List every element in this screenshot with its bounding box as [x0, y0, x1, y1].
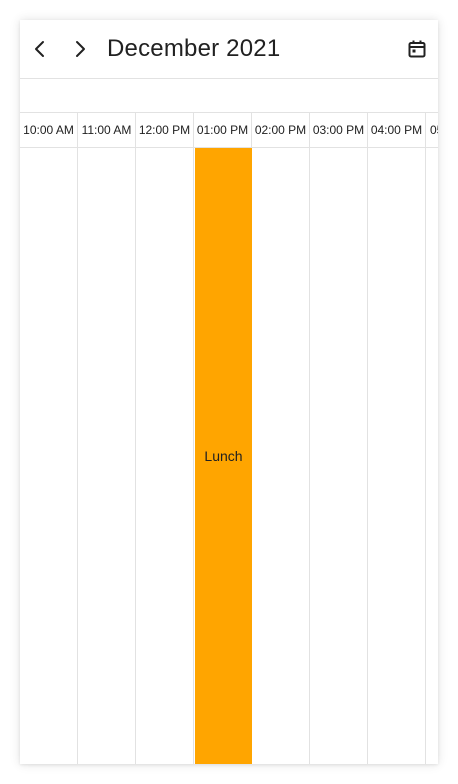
- time-slot-cell[interactable]: [310, 148, 368, 764]
- all-day-row[interactable]: [20, 79, 438, 113]
- time-slot-cell[interactable]: [20, 148, 78, 764]
- header-title[interactable]: December 2021: [107, 35, 281, 62]
- next-button[interactable]: [64, 33, 96, 65]
- calendar-card: December 2021 10:00 AM 11:00 AM 12:00 PM…: [20, 20, 438, 764]
- time-slot-label: 04:00 PM: [368, 113, 426, 147]
- time-slots-header: 10:00 AM 11:00 AM 12:00 PM 01:00 PM 02:0…: [20, 113, 438, 148]
- time-slot-cell[interactable]: [426, 148, 438, 764]
- timeline-body[interactable]: Lunch: [20, 148, 438, 764]
- calendar-header: December 2021: [20, 20, 438, 79]
- chevron-left-icon: [35, 41, 44, 57]
- time-slot-cell[interactable]: [78, 148, 136, 764]
- time-slot-label: 05:00 PM: [426, 113, 438, 147]
- time-slot-label: 10:00 AM: [20, 113, 78, 147]
- chevron-right-icon: [76, 41, 85, 57]
- appointment-lunch[interactable]: Lunch: [195, 148, 252, 764]
- time-slot-label: 01:00 PM: [194, 113, 252, 147]
- time-slot-label: 12:00 PM: [136, 113, 194, 147]
- time-slot-label: 03:00 PM: [310, 113, 368, 147]
- time-slot-label: 02:00 PM: [252, 113, 310, 147]
- time-slot-cell[interactable]: [252, 148, 310, 764]
- appointment-subject: Lunch: [204, 448, 243, 464]
- calendar-today-icon: [408, 40, 426, 58]
- time-slot-cell[interactable]: [136, 148, 194, 764]
- time-slot-label: 11:00 AM: [78, 113, 136, 147]
- time-slot-cell[interactable]: [368, 148, 426, 764]
- today-button[interactable]: [404, 36, 430, 62]
- previous-button[interactable]: [24, 33, 56, 65]
